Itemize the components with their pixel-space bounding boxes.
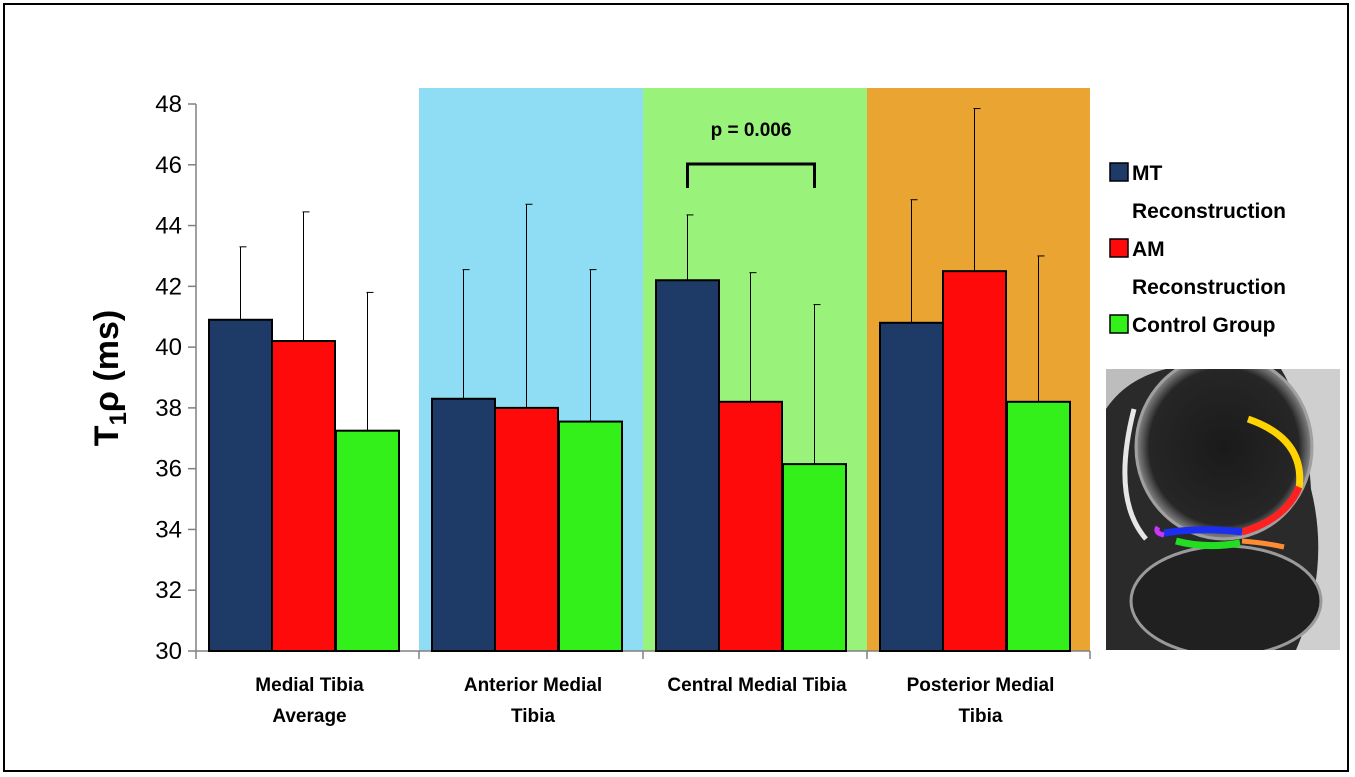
y-axis-label-subscript: 1 [105, 412, 132, 425]
category-label-3: Tibia [959, 706, 1003, 727]
bar-series1-cat1 [494, 406, 559, 652]
legend-label-0: Reconstruction [1132, 200, 1286, 223]
category-label-0: Medial Tibia [255, 675, 364, 696]
legend-swatch-1 [1109, 238, 1129, 258]
significance-label: p = 0.006 [711, 120, 792, 141]
significance-bracket [686, 162, 816, 188]
mri-blue-region [1163, 526, 1243, 537]
y-tick-label: 38 [155, 395, 182, 422]
category-label-3: Posterior Medial [907, 675, 1055, 696]
bar-series2-cat2 [782, 463, 847, 652]
bar-series0-cat3 [879, 321, 944, 652]
legend-label-1: AM [1132, 238, 1165, 261]
legend-swatch-2 [1109, 314, 1129, 334]
mri-red-region [1240, 485, 1303, 536]
mri-soft-tissue-top [1106, 369, 1166, 409]
bar-series1-cat0 [271, 340, 336, 652]
mri-soft-tissue-right [1281, 369, 1340, 650]
y-tick-label: 30 [155, 638, 182, 665]
bar-series2-cat1 [558, 420, 623, 653]
category-label-2: Central Medial Tibia [667, 675, 847, 696]
y-tick-label: 48 [155, 91, 182, 118]
y-tick-label: 46 [155, 152, 182, 179]
y-tick-label: 32 [155, 577, 182, 604]
y-tick-label: 44 [155, 213, 182, 240]
mri-femur [1134, 369, 1314, 541]
y-tick-label: 34 [155, 516, 182, 543]
legend-label-0: MT [1132, 162, 1162, 185]
y-tick-label: 42 [155, 273, 182, 300]
y-axis-label-rest: ρ (ms) [88, 310, 126, 412]
mri-patella-edge [1122, 408, 1148, 541]
mri-tibia [1129, 544, 1323, 650]
category-label-0: Average [272, 706, 346, 727]
legend-label-2: Control Group [1132, 314, 1275, 337]
knee-mri-image [1106, 369, 1340, 650]
mri-purple-region [1154, 525, 1165, 538]
legend-label-1: Reconstruction [1132, 276, 1286, 299]
mri-yellow-region [1246, 415, 1304, 490]
bar-series1-cat2 [718, 400, 783, 652]
bar-series0-cat1 [431, 397, 496, 652]
mri-green-region [1175, 537, 1241, 550]
bar-series1-cat3 [942, 270, 1007, 652]
bar-series0-cat0 [208, 318, 273, 652]
bar-series0-cat2 [655, 279, 720, 652]
category-label-1: Anterior Medial [464, 675, 602, 696]
y-tick-label: 40 [155, 334, 182, 361]
y-axis-label: T1ρ (ms) [88, 310, 132, 446]
category-label-1: Tibia [511, 706, 555, 727]
legend-swatch-0 [1109, 162, 1129, 182]
mri-orange-region [1241, 538, 1285, 550]
y-tick-label: 36 [155, 456, 182, 483]
bar-series2-cat0 [335, 429, 400, 652]
bar-series2-cat3 [1006, 400, 1071, 652]
y-axis-label-main: T [88, 425, 126, 446]
mri-content [1106, 369, 1340, 650]
